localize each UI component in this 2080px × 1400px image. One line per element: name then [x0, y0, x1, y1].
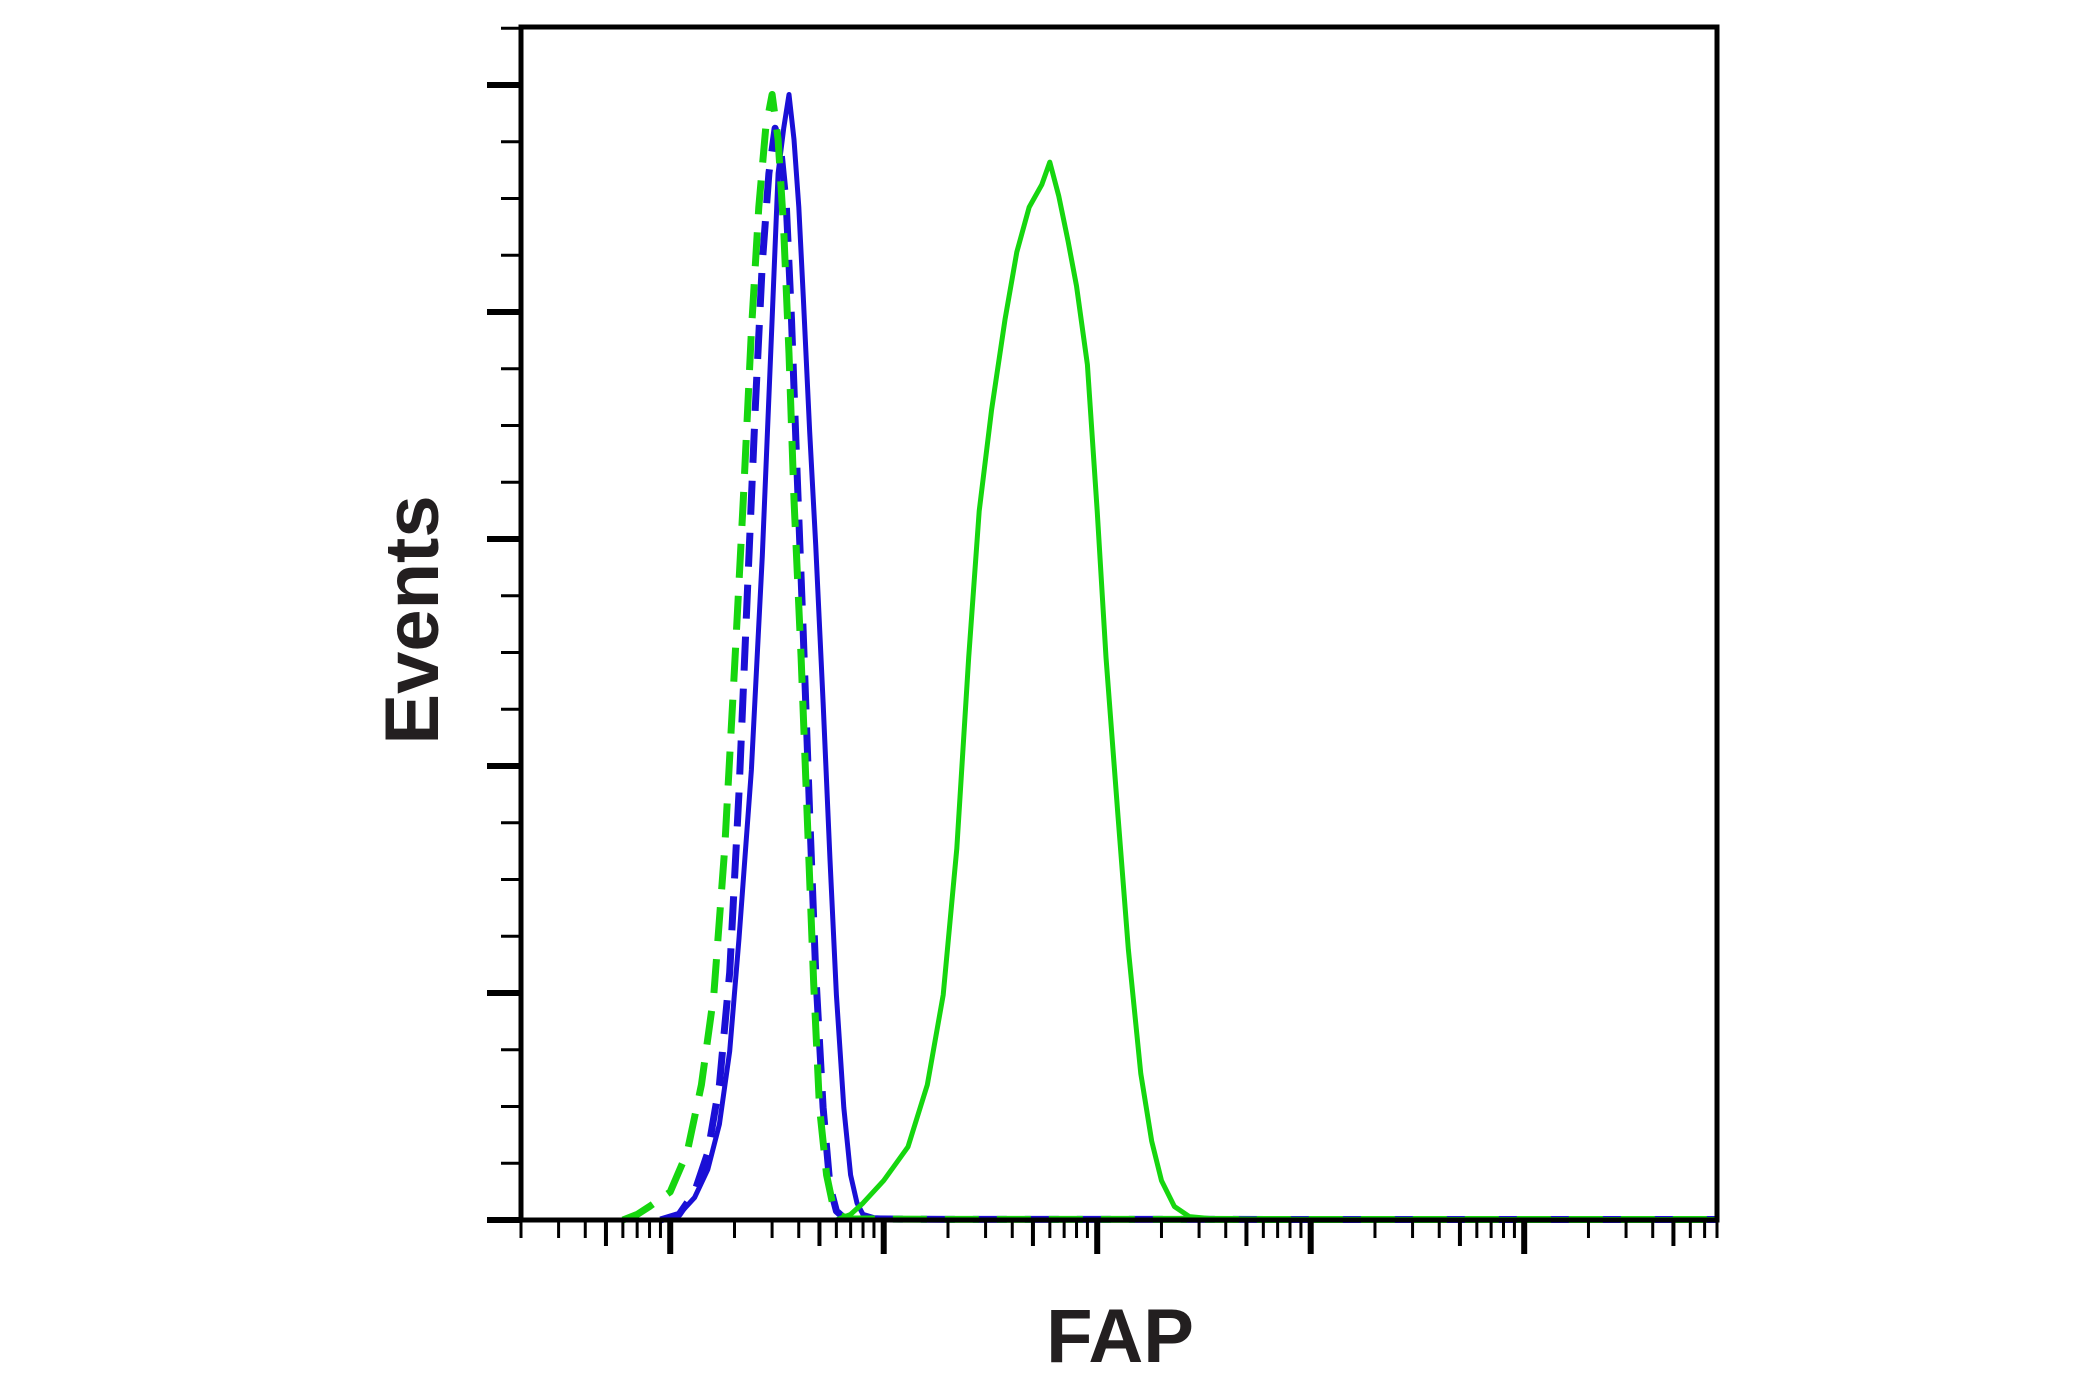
histogram-series-2-dashed [659, 124, 1718, 1224]
axis-ticks [487, 26, 1719, 1254]
histogram-series-3-dashed [621, 91, 1718, 1224]
y-axis-title: Events [370, 495, 455, 744]
plot-frame [518, 24, 1720, 1223]
x-axis-title: FAP [1046, 1294, 1194, 1379]
histogram-series-4-solid [835, 159, 1718, 1223]
